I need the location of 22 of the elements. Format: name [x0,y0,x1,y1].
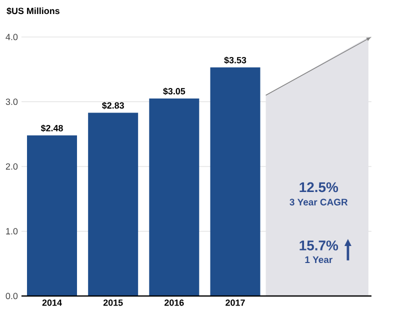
data-label: $2.48 [40,124,63,132]
y-tick-label: 2.0 [6,163,18,170]
text: 12.5% [300,182,338,192]
bar [210,67,260,296]
x-tick-label: 2015 [103,300,123,306]
text: 15.7% [300,240,338,250]
y-tick-label: 3.0 [6,98,18,105]
data-label: $3.05 [163,88,186,95]
bar [149,98,200,296]
data-label: $2.83 [102,102,124,110]
bar [88,112,138,296]
text: 1 Year [305,256,332,264]
x-tick-label: 2014 [42,300,62,306]
text: 3 Year CAGR [290,198,348,206]
y-axis-title: $US Millions [6,7,60,15]
bar [27,135,77,296]
x-tick-label: 2017 [226,300,245,306]
x-tick-label: 2016 [164,300,184,306]
y-tick-label: 1.0 [6,228,18,234]
y-tick-label: 4.0 [6,34,18,40]
y-tick-label: 0.0 [6,292,18,300]
data-label: $3.53 [224,56,246,64]
